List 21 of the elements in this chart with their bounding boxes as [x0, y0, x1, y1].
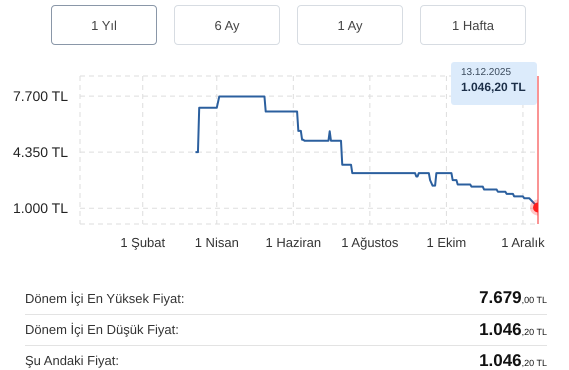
annotation: 13.12.2025: [461, 67, 512, 78]
text: Dönem İçi En Düşük Fiyat:: [25, 322, 179, 337]
text: 6 Ay: [174, 5, 280, 45]
x-tick-label: 1 Nisan: [194, 235, 239, 250]
text: 7.679,00 TL: [479, 288, 547, 307]
text: Dönem İçi En Yüksek Fiyat:: [25, 290, 184, 306]
text: 1.046,20 TL: [479, 320, 547, 338]
y-tick-label: 4.350 TL: [12, 144, 68, 160]
text: Şu Andaki Fiyat:: [25, 353, 119, 368]
text: 1 Hafta: [420, 5, 526, 45]
annotation: 1.046,20 TL: [461, 80, 526, 94]
text: 1 Yıl: [51, 5, 157, 45]
x-tick-label: 1 Ekim: [426, 235, 466, 250]
y-tick-label: 7.700 TL: [12, 88, 68, 104]
x-tick-label: 1 Haziran: [265, 235, 322, 250]
x-tick-label: 1 Aralık: [501, 235, 546, 250]
text: 1.046,20 TL: [479, 350, 547, 370]
x-tick-label: 1 Ağustos: [341, 235, 399, 250]
text: 1 Ay: [297, 5, 403, 45]
x-tick-label: 1 Şubat: [120, 235, 166, 250]
y-tick-label: 1.000 TL: [12, 200, 68, 216]
